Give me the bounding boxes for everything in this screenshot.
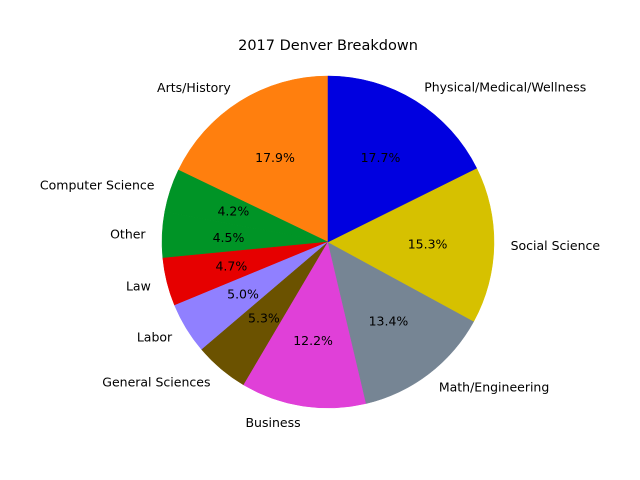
- slice-math-engineering: [327, 241, 475, 404]
- pct-label-other: 4.5%: [213, 230, 245, 245]
- slices-layer: [161, 75, 495, 409]
- pct-label-law: 4.7%: [215, 259, 247, 274]
- pct-label-math-engineering: 13.4%: [369, 314, 409, 329]
- slice-label-other: Other: [110, 226, 146, 241]
- slice-label-general-sciences: General Sciences: [102, 374, 210, 389]
- pct-label-business: 12.2%: [293, 333, 333, 348]
- chart-title: 2017 Denver Breakdown: [238, 38, 418, 54]
- pct-label-physical-medical-wellness: 17.7%: [361, 150, 401, 165]
- slice-label-math-engineering: Math/Engineering: [439, 380, 549, 395]
- slice-label-physical-medical-wellness: Physical/Medical/Wellness: [424, 79, 586, 94]
- slice-label-arts-history: Arts/History: [157, 80, 231, 95]
- pct-label-labor: 5.0%: [227, 286, 259, 301]
- pct-label-computer-science: 4.2%: [217, 203, 249, 218]
- slice-label-labor: Labor: [137, 330, 173, 345]
- slice-business: [243, 241, 367, 409]
- pct-label-general-sciences: 5.3%: [248, 311, 280, 326]
- slice-arts-history: [178, 75, 329, 243]
- slice-label-computer-science: Computer Science: [40, 178, 155, 193]
- slice-label-social-science: Social Science: [511, 238, 601, 253]
- pct-label-arts-history: 17.9%: [255, 150, 295, 165]
- slice-social-science: [327, 167, 495, 322]
- slice-label-law: Law: [126, 279, 151, 294]
- pct-label-social-science: 15.3%: [408, 236, 448, 251]
- slice-physical-medical-wellness: [327, 75, 478, 243]
- slice-label-business: Business: [245, 415, 300, 430]
- labels-layer: Arts/History 17.9% Computer Science 4.2% Oth…: [40, 79, 600, 430]
